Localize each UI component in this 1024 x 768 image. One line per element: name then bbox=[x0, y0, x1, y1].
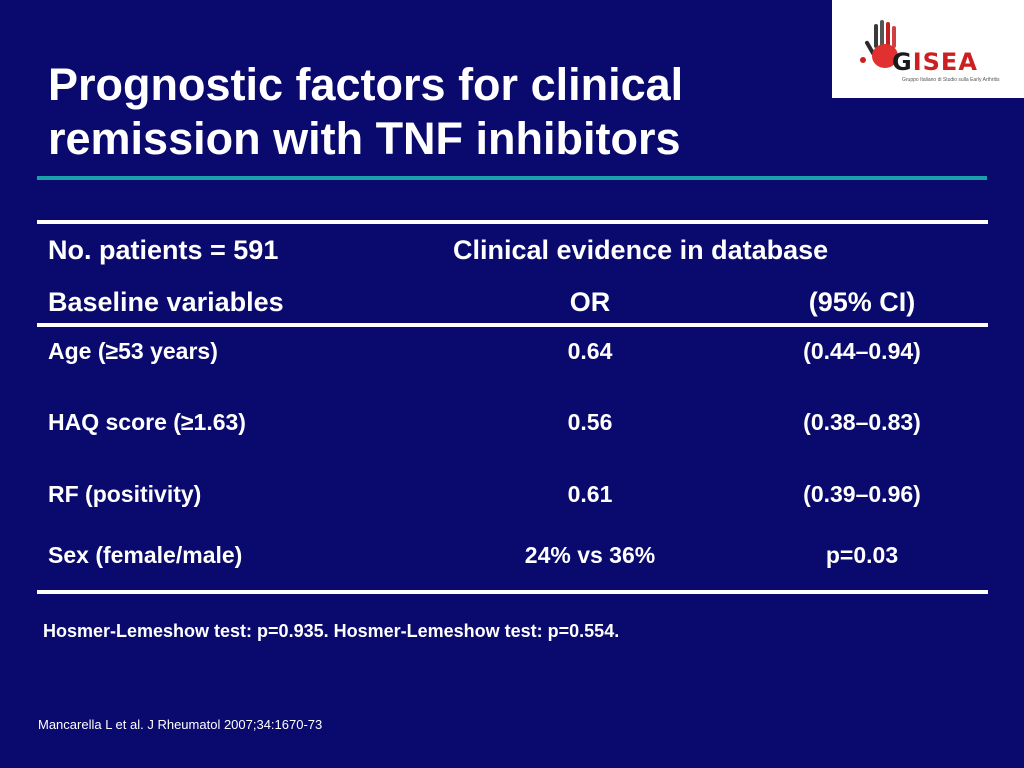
row-variable: HAQ score (≥1.63) bbox=[48, 409, 246, 435]
evidence-header: Clinical evidence in database bbox=[453, 235, 829, 265]
title-line-2: remission with TNF inhibitors bbox=[48, 113, 681, 164]
ci-header: (95% CI) bbox=[808, 287, 916, 317]
hand-print-icon bbox=[860, 20, 898, 68]
row-or: 0.56 bbox=[567, 409, 613, 435]
patients-count-header: No. patients = 591 bbox=[48, 235, 279, 265]
logo-subtitle: Gruppo Italiano di Studio sulla Early Ar… bbox=[902, 77, 1000, 83]
header-rule bbox=[37, 323, 988, 327]
row-or: 24% vs 36% bbox=[524, 542, 656, 568]
slide-title: Prognostic factors for clinical remissio… bbox=[48, 58, 808, 166]
row-or: 0.61 bbox=[567, 481, 613, 507]
row-ci: (0.38–0.83) bbox=[803, 409, 921, 435]
title-line-1: Prognostic factors for clinical bbox=[48, 59, 684, 110]
row-ci: p=0.03 bbox=[825, 542, 899, 568]
or-header: OR bbox=[569, 287, 611, 317]
table-bottom-rule bbox=[37, 590, 988, 594]
row-variable: RF (positivity) bbox=[48, 481, 202, 507]
logo-wordmark: GISEA bbox=[892, 48, 978, 76]
variables-header: Baseline variables bbox=[48, 287, 284, 317]
row-or: 0.64 bbox=[567, 338, 613, 364]
title-divider bbox=[37, 176, 987, 180]
row-variable: Sex (female/male) bbox=[48, 542, 243, 568]
row-ci: (0.44–0.94) bbox=[803, 338, 921, 364]
row-ci: (0.39–0.96) bbox=[803, 481, 921, 507]
table-top-rule bbox=[37, 220, 988, 224]
footnote-test-results: Hosmer-Lemeshow test: p=0.935. Hosmer-Le… bbox=[43, 621, 620, 641]
citation-reference: Mancarella L et al. J Rheumatol 2007;34:… bbox=[38, 717, 323, 732]
row-variable: Age (≥53 years) bbox=[48, 338, 218, 364]
gisea-logo: GISEA Gruppo Italiano di Studio sulla Ea… bbox=[832, 0, 1024, 98]
